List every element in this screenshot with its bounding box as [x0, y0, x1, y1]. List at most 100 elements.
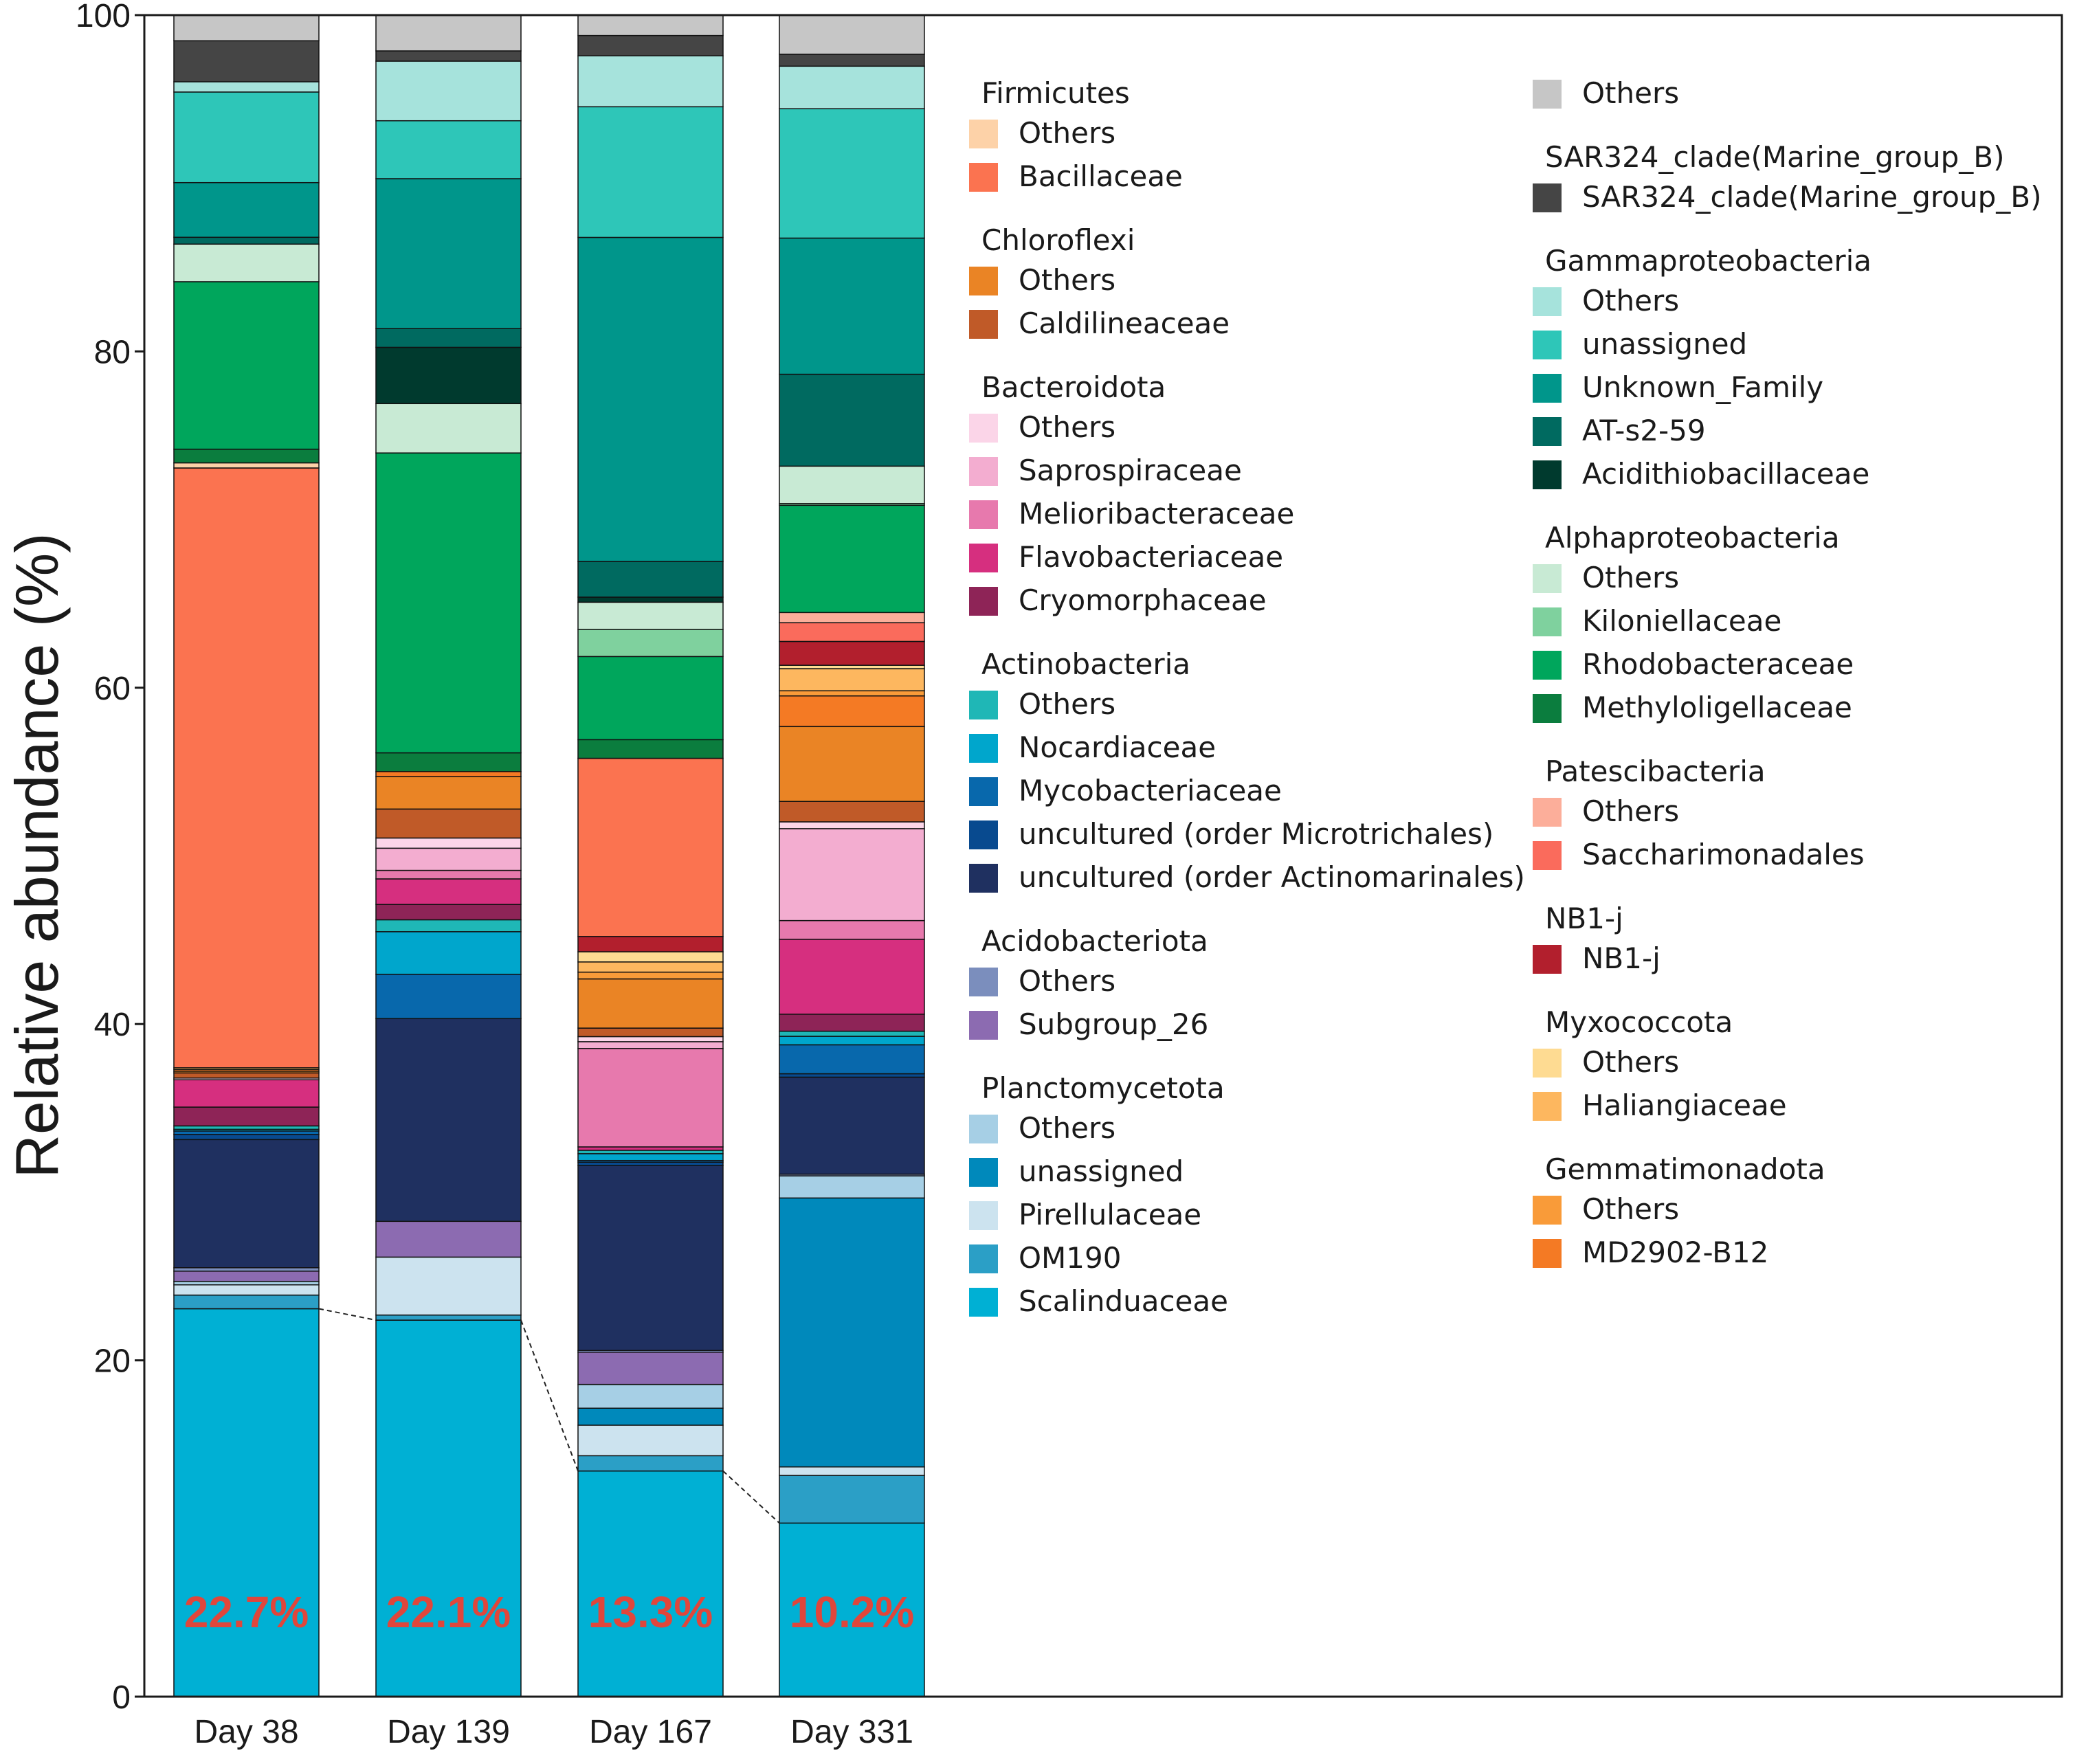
bar-segment-bacteroidota-melioribacteraceae-day-331: [779, 919, 925, 940]
bar-segment-firmicutes-others-day-38: [173, 462, 320, 469]
bar-segment-sar324-clade-marine-group-b-sar324-clade-marine-group-b-day-139: [375, 50, 522, 62]
bar-segment-nb1-j-nb1-j-day-331: [779, 640, 925, 666]
bar-segment-others-others-day-38: [173, 14, 320, 42]
legend-swatch: [969, 1244, 998, 1273]
bar-segment-acidobacteriota-subgroup-26-day-167: [577, 1351, 724, 1385]
legend-item-label: Others: [1582, 794, 1679, 828]
bar-segment-bacteroidota-others-day-167: [577, 1036, 724, 1042]
bar-segment-gammaproteobacteria-acidithiobacillaceae-day-139: [375, 346, 522, 405]
legend-group-bacteroidota: Bacteroidota Others Saprospiraceae Meliorib…: [969, 370, 1294, 617]
bar-day-38: [173, 14, 320, 1697]
bar-segment-planctomycetota-pirellulaceae-day-331: [779, 1466, 925, 1476]
bar-segment-bacteroidota-melioribacteraceae-day-167: [577, 1048, 724, 1148]
bar-segment-gemmatimonadota-others-day-331: [779, 690, 925, 697]
legend-item-label: Others: [1019, 116, 1115, 150]
legend-swatch: [969, 163, 998, 192]
legend-item-label: AT-s2-59: [1582, 414, 1706, 447]
bar-segment-gammaproteobacteria-unknown-family-day-139: [375, 178, 522, 329]
bar-segment-bacteroidota-flavobacteriaceae-day-38: [173, 1079, 320, 1108]
bar-segment-bacteroidota-saprospiraceae-day-167: [577, 1041, 724, 1049]
bar-segment-gammaproteobacteria-others-day-38: [173, 81, 320, 93]
legend-swatch: [969, 414, 998, 443]
bar-segment-gammaproteobacteria-unknown-family-day-331: [779, 237, 925, 375]
legend-item-label: Caldilineaceae: [1019, 306, 1230, 340]
legend-swatch: [969, 968, 998, 996]
bar-segment-planctomycetota-pirellulaceae-day-139: [375, 1256, 522, 1316]
legend-swatch: [1533, 287, 1562, 316]
bar-segment-myxococcota-haliangiaceae-day-167: [577, 961, 724, 973]
legend-swatch: [1533, 1239, 1562, 1268]
legend-swatch: [1533, 1196, 1562, 1225]
bar-segment-patescibacteria-saccharimonadales-day-331: [779, 622, 925, 643]
bar-segment-gemmatimonadota-others-day-167: [577, 971, 724, 980]
y-tick-label: 100: [76, 0, 131, 34]
legend-item-label: Others: [1019, 263, 1115, 297]
bar-segment-sar324-clade-marine-group-b-sar324-clade-marine-group-b-day-167: [577, 34, 724, 57]
legend-item-label: Subgroup_26: [1019, 1007, 1208, 1041]
trend-connector-line: [722, 1470, 780, 1524]
legend-item-label: Others: [1019, 1111, 1115, 1145]
bar-segment-nb1-j-nb1-j-day-167: [577, 936, 724, 952]
bar-segment-myxococcota-haliangiaceae-day-331: [779, 668, 925, 692]
legend-item-label: Others: [1582, 1192, 1679, 1226]
legend-swatch: [969, 544, 998, 572]
bar-day-167: [577, 14, 724, 1697]
bar-segment-myxococcota-others-day-167: [577, 951, 724, 963]
legend-group-title: Myxococcota: [1545, 1005, 1733, 1039]
bar-segment-gammaproteobacteria-unassigned-day-139: [375, 120, 522, 179]
bar-segment-sar324-clade-marine-group-b-sar324-clade-marine-group-b-day-38: [173, 40, 320, 82]
axis-layer: Day 38 Day 139 Day 167 Day 331 0 20 40 60 80 100: [76, 0, 913, 1750]
bar-segment-firmicutes-bacillaceae-day-167: [577, 757, 724, 937]
bar-segment-gammaproteobacteria-unassigned-day-38: [173, 91, 320, 183]
y-tick-label: 40: [94, 1007, 131, 1043]
legend-group-sar324-clade-marine-group-b: SAR324_clade(Marine_group_B) SAR324_clade…: [1533, 140, 2041, 214]
bar-segment-actinobacteria-mycobacteriaceae-day-139: [375, 974, 522, 1020]
bar-segment-gemmatimonadota-md2902-b12-day-139: [375, 771, 522, 777]
legend-item-label: Others: [1582, 1045, 1679, 1079]
legend-group-others: Others: [1533, 76, 1679, 110]
bar-segment-bacteroidota-cryomorphaceae-day-139: [375, 904, 522, 921]
legend-group-alphaproteobacteria: Alphaproteobacteria Others Kiloniellaceae R…: [1533, 521, 1854, 724]
legend-item-label: Haliangiaceae: [1582, 1088, 1787, 1122]
bar-value-label: 10.2%: [790, 1587, 914, 1637]
legend-group-title: SAR324_clade(Marine_group_B): [1545, 140, 2004, 174]
bar-segment-alphaproteobacteria-others-day-38: [173, 243, 320, 282]
legend-swatch: [1533, 183, 1562, 212]
legend: Firmicutes Others Bacillaceae Chloroflexi Ot…: [969, 76, 2041, 1318]
legend-group-title: Bacteroidota: [981, 370, 1166, 404]
legend-swatch: [969, 120, 998, 148]
bar-segment-actinobacteria-mycobacteriaceae-day-331: [779, 1044, 925, 1075]
bar-segment-gammaproteobacteria-unassigned-day-331: [779, 108, 925, 239]
bar-segment-planctomycetota-unassigned-day-167: [577, 1407, 724, 1426]
legend-swatch: [1533, 460, 1562, 489]
bar-segment-bacteroidota-melioribacteraceae-day-139: [375, 869, 522, 880]
legend-item-label: Mycobacteriaceae: [1019, 774, 1282, 807]
bar-segment-bacteroidota-flavobacteriaceae-day-331: [779, 939, 925, 1015]
legend-swatch: [969, 310, 998, 339]
x-tick-label: Day 331: [790, 1714, 913, 1750]
legend-group-title: Firmicutes: [981, 76, 1130, 110]
legend-swatch: [969, 587, 998, 616]
legend-swatch: [969, 1288, 998, 1317]
bar-segment-planctomycetota-scalinduaceae-day-331: [779, 1522, 925, 1697]
bar-segment-actinobacteria-others-day-331: [779, 1030, 925, 1037]
legend-item-label: Scalinduaceae: [1019, 1284, 1228, 1318]
legend-swatch: [1533, 1049, 1562, 1078]
bar-segment-alphaproteobacteria-rhodobacteraceae-day-38: [173, 281, 320, 450]
legend-item-label: Nocardiaceae: [1019, 730, 1216, 764]
bar-segment-gammaproteobacteria-at-s2-59-day-139: [375, 328, 522, 348]
legend-group-gammaproteobacteria: Gammaproteobacteria Others unassigned Unkno…: [1533, 244, 1871, 491]
bars-layer: [173, 14, 925, 1697]
bar-segment-gammaproteobacteria-others-day-331: [779, 65, 925, 109]
bar-segment-planctomycetota-scalinduaceae-day-167: [577, 1470, 724, 1697]
bar-segment-others-others-day-331: [779, 14, 925, 55]
bar-segment-alphaproteobacteria-methyloligellaceae-day-139: [375, 752, 522, 772]
bar-segment-chloroflexi-others-day-139: [375, 776, 522, 810]
x-tick-label: Day 38: [194, 1714, 298, 1750]
legend-swatch: [1533, 417, 1562, 446]
legend-group-title: Gemmatimonadota: [1545, 1152, 1825, 1186]
legend-item-label: Rhodobacteraceae: [1582, 647, 1854, 681]
legend-item-label: NB1-j: [1582, 941, 1661, 975]
bar-segment-planctomycetota-om190-day-167: [577, 1455, 724, 1472]
